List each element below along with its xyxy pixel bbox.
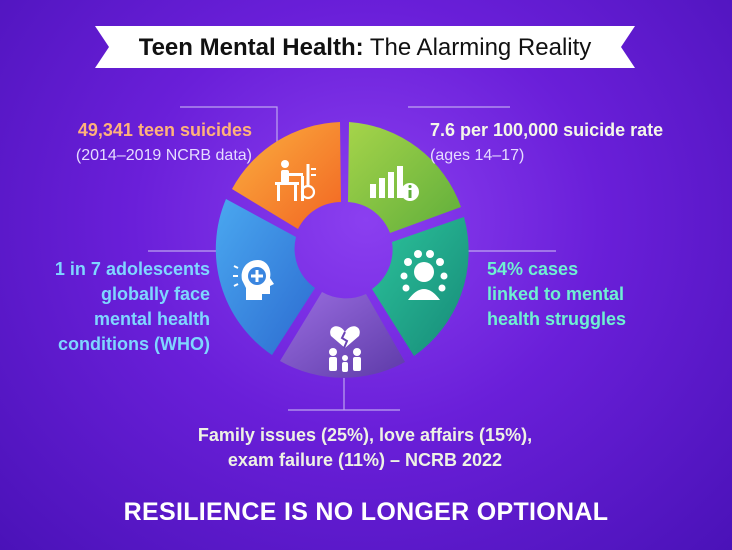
stat-teen-suicides-source: (2014–2019 NCRB data) <box>75 147 252 164</box>
crowd-head-icon <box>400 250 448 300</box>
stat-adolescents-line-4: conditions (WHO) <box>58 334 210 354</box>
stat-adolescents-line-2: globally face <box>100 284 210 304</box>
stat-suicide-rate-headline: 7.6 per 100,000 suicide rate <box>430 120 664 140</box>
stat-mental-health: 54% cases linked to mental health strugg… <box>487 257 687 332</box>
stat-suicide-rate: 7.6 per 100,000 suicide rate (ages 14–17… <box>430 118 720 168</box>
leader-family <box>288 378 400 411</box>
title-light: The Alarming Reality <box>369 34 592 61</box>
broken-heart-family-icon <box>329 326 361 372</box>
stat-teen-suicides: 49,341 teen suicides (2014–2019 NCRB dat… <box>52 118 252 168</box>
title-ribbon <box>95 26 635 68</box>
stat-teen-suicides-headline: 49,341 teen suicides <box>77 120 252 140</box>
tagline: RESILIENCE IS NO LONGER OPTIONAL <box>123 498 609 526</box>
title-banner: Teen Mental Health: The Alarming Reality <box>95 26 635 68</box>
leader-suicides <box>180 106 278 148</box>
stat-family-issues: Family issues (25%), love affairs (15%),… <box>100 423 630 473</box>
stat-family-issues-line-2: exam failure (11%) – NCRB 2022 <box>227 450 503 470</box>
stat-adolescents: 1 in 7 adolescents globally face mental … <box>20 257 210 357</box>
title-strong: Teen Mental Health: <box>138 34 364 61</box>
stat-family-issues-line-1: Family issues (25%), love affairs (15%), <box>197 425 533 445</box>
stat-mental-health-line-1: 54% cases <box>487 259 579 279</box>
student-stress-icon <box>275 160 316 201</box>
stat-adolescents-line-3: mental health <box>93 309 210 329</box>
segment-rate <box>348 122 461 233</box>
stat-mental-health-line-2: linked to mental <box>487 284 625 304</box>
stat-suicide-rate-ages: (ages 14–17) <box>430 147 525 164</box>
page-title: Teen Mental Health: The Alarming Reality <box>95 34 635 62</box>
bar-chart-info-icon <box>370 166 419 201</box>
segment-mental <box>372 217 469 356</box>
head-medical-icon <box>233 260 274 300</box>
stat-mental-health-line-3: health struggles <box>487 309 627 329</box>
stat-adolescents-line-1: 1 in 7 adolescents <box>54 259 210 279</box>
